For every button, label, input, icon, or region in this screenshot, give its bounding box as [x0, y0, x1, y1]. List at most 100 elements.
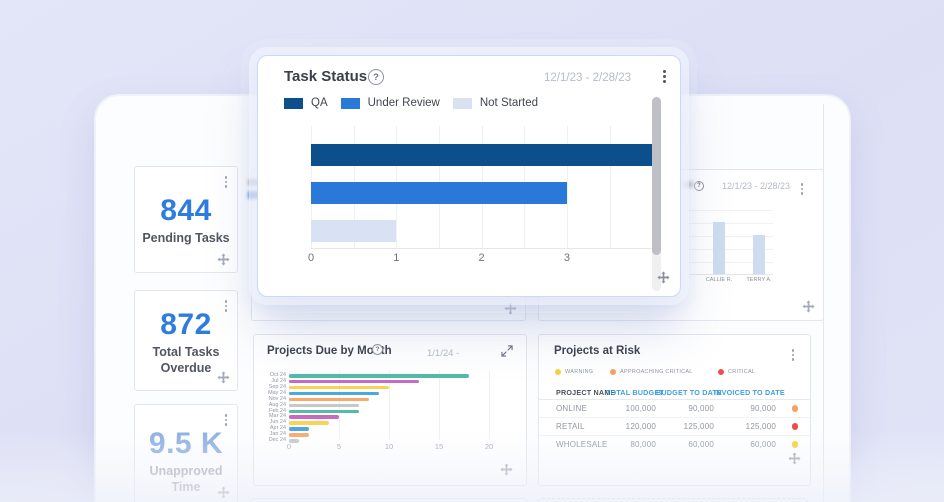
month-label: Dec 24: [268, 437, 286, 443]
gridline: [609, 126, 611, 248]
approaching-critical-dot-icon: [610, 368, 617, 375]
month-bar: [289, 427, 309, 431]
panel-title: Projects at Risk: [554, 345, 641, 357]
move-handle-icon[interactable]: [217, 371, 230, 384]
month-label: May 24: [268, 389, 286, 396]
column-header-budget-to-date[interactable]: BUDGET TO DATE: [656, 387, 723, 397]
projects-at-risk-card: Projects at Risk WARNING APPROACHING CRI…: [538, 334, 811, 486]
month-label: Apr 24: [269, 425, 286, 431]
obscured-title-text: [684, 182, 693, 187]
task-status-bar-not-started: [311, 220, 397, 242]
table-cell-budget-to-date: 125,000: [683, 422, 714, 431]
legend-label: CRITICAL: [727, 368, 755, 375]
move-handle-icon[interactable]: [788, 452, 801, 465]
stat-label: Total Tasks Overdue: [152, 345, 220, 376]
stat-label: Pending Tasks: [142, 231, 230, 245]
table-cell-invoiced-to-date: 60,000: [750, 440, 776, 449]
help-icon[interactable]: ?: [368, 69, 384, 85]
table-cell-total-budget: 80,000: [630, 440, 656, 449]
qa-swatch: [284, 97, 303, 109]
kebab-menu-icon[interactable]: [799, 181, 806, 197]
month-bar: [289, 403, 359, 408]
month-label: Nov 24: [268, 395, 286, 402]
move-handle-icon[interactable]: [802, 300, 815, 313]
table-cell-invoiced-to-date: 90,000: [750, 404, 776, 413]
month-bar: [289, 397, 369, 402]
help-icon[interactable]: ?: [694, 181, 704, 191]
table-row: WHOLESALE 80,000 60,000 60,000: [539, 435, 810, 453]
date-range: 12/1/23 - 2/28/23: [721, 181, 790, 191]
legend-label: Not Started: [479, 97, 539, 109]
table-cell-status: [776, 405, 800, 412]
critical-dot-icon: [717, 368, 724, 375]
kebab-menu-icon[interactable]: [661, 68, 668, 85]
warning-dot-icon: [555, 368, 561, 375]
table-cell-status: [776, 441, 800, 448]
kebab-menu-icon[interactable]: [223, 174, 230, 190]
under-review-swatch: [340, 97, 360, 109]
projects-due-card: Projects Due by Month ? 1/1/24 - 0 5 10 15 2…: [253, 334, 527, 486]
kebab-menu-icon[interactable]: [223, 298, 230, 314]
scrollbar-thumb[interactable]: [652, 97, 661, 255]
kebab-menu-icon[interactable]: [790, 347, 797, 363]
month-bar: [289, 379, 419, 384]
total-overdue-card: 872 Total Tasks Overdue: [134, 290, 238, 391]
gridline: [689, 223, 773, 224]
risk-legend: WARNING APPROACHING CRITICAL CRITICAL: [555, 368, 760, 375]
legend-item-warning: WARNING: [555, 368, 598, 375]
month-bar: [289, 391, 379, 396]
move-handle-icon[interactable]: [217, 486, 230, 499]
table-header-row: PROJECT NAME TOTAL BUDGET BUDGET TO DATE…: [539, 385, 810, 400]
gridline: [689, 249, 773, 250]
next-row-panel: [251, 498, 527, 502]
legend-item-qa[interactable]: QA: [284, 97, 328, 109]
table-cell-budget-to-date: 60,000: [688, 440, 714, 449]
month-label: Oct 24: [269, 372, 286, 378]
move-handle-icon[interactable]: [504, 302, 517, 315]
drop-placeholder[interactable]: [538, 498, 807, 502]
move-handle-icon[interactable]: [657, 271, 670, 284]
month-bar: [289, 415, 339, 419]
move-handle-icon[interactable]: [500, 463, 513, 476]
column-header-total-budget[interactable]: TOTAL BUDGET: [606, 387, 664, 397]
legend-label: WARNING: [565, 368, 594, 375]
axis-tick-label: 2: [478, 252, 485, 264]
gridline: [439, 371, 440, 440]
scrollbar-track[interactable]: [652, 97, 661, 291]
legend-item-approaching-critical: APPROACHING CRITICAL: [610, 368, 705, 375]
team-bar-label: CALLIE R.: [705, 277, 733, 283]
kebab-menu-icon[interactable]: [223, 412, 230, 428]
gridline: [566, 126, 568, 248]
hidden-legend-swatch-gray: [248, 179, 261, 186]
month-label: Sep 24: [268, 383, 286, 390]
table-cell-name: WHOLESALE: [556, 440, 608, 449]
table-cell-total-budget: 100,000: [625, 404, 656, 413]
team-bar: [753, 235, 765, 274]
expand-icon[interactable]: [501, 345, 513, 357]
month-label: Jun 24: [269, 419, 286, 425]
card-title: Task Status: [284, 68, 368, 85]
column-header-project-name: PROJECT NAME: [556, 387, 616, 397]
table-cell-name: RETAIL: [556, 422, 585, 431]
legend-label: APPROACHING CRITICAL: [620, 368, 693, 375]
table-cell-name: ONLINE: [556, 404, 587, 413]
help-icon[interactable]: ?: [372, 344, 383, 355]
legend-item-not-started[interactable]: Not Started: [452, 97, 539, 109]
axis-tick-label: 0: [307, 252, 315, 264]
stat-value: 872: [160, 308, 212, 341]
status-dot-critical: [791, 423, 798, 430]
month-bar: [289, 385, 389, 390]
axis-tick-label: 5: [336, 442, 342, 451]
team-bar: [713, 222, 725, 274]
gridline: [689, 210, 773, 211]
column-header-invoiced-to-date[interactable]: INVOICED TO DATE: [714, 387, 785, 397]
axis-tick-label: 10: [384, 442, 394, 451]
legend-item-under-review[interactable]: Under Review: [340, 97, 440, 109]
task-status-bar-under-review: [311, 182, 567, 204]
table-cell-status: [776, 423, 800, 430]
axis-tick-label: 3: [563, 252, 570, 264]
move-handle-icon[interactable]: [217, 253, 230, 266]
table-row: ONLINE 100,000 90,000 90,000: [539, 400, 810, 417]
table-row: RETAIL 120,000 125,000 125,000: [539, 417, 810, 435]
